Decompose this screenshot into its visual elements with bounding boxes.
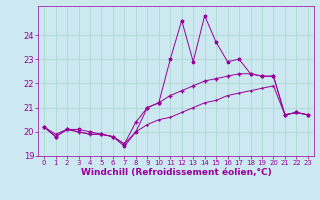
X-axis label: Windchill (Refroidissement éolien,°C): Windchill (Refroidissement éolien,°C) xyxy=(81,168,271,177)
